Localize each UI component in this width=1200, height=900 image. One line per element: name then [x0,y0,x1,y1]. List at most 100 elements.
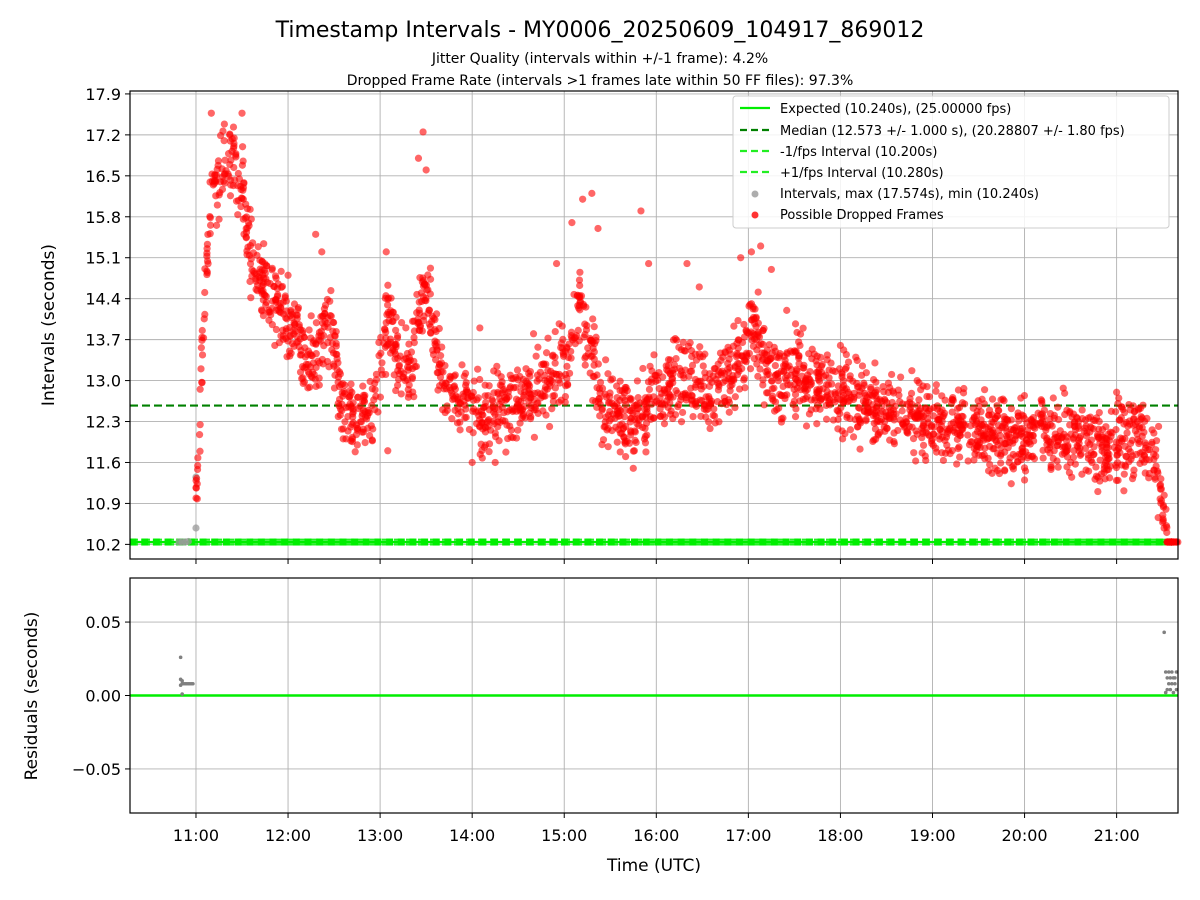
dropped-frame-point [917,386,925,394]
x-tick-label: 19:00 [909,826,955,845]
dropped-frame-point [476,423,484,431]
dropped-frame-point [759,340,767,348]
dropped-frame-point [629,464,637,472]
dropped-frame-point [933,402,942,410]
dropped-frame-point [717,371,726,379]
top-y-ticks: 10.2 10.9 11.6 12.3 13.0 13.7 14.4 15.1 15.8 16.5… [85,85,130,554]
dropped-frame-point [283,307,291,315]
dropped-frame-point [380,325,389,333]
expected-marker [374,538,382,546]
dropped-frame-point [738,352,746,360]
dropped-frame-point [877,397,886,405]
dropped-frame-point [986,423,994,431]
dropped-frame-point [666,410,675,418]
dropped-frame-point [754,372,762,380]
x-tick-label: 18:00 [817,826,863,845]
dropped-frame-point [1082,432,1091,440]
dropped-frame-point [740,320,748,329]
legend-dropped-swatch [751,211,759,219]
dropped-frame-point [563,374,571,382]
expected-marker [327,538,335,546]
dropped-frame-point [530,433,539,441]
expected-marker [1027,538,1035,546]
legend-box [732,95,1170,229]
dropped-frame-point [1019,412,1028,420]
dropped-frame-point [372,370,381,378]
dropped-frame-point [334,378,342,386]
expected-marker [1132,538,1140,546]
dropped-frame-point [928,435,937,443]
dropped-frame-point [1095,425,1103,433]
dropped-frame-point [849,395,858,404]
dropped-frame-point [908,367,916,375]
dropped-frame-point [795,360,803,368]
expected-marker [969,538,977,546]
dropped-frame-point [823,393,831,402]
dropped-frame-point [1003,416,1012,424]
expected-marker [351,538,359,546]
dropped-frame-point [961,400,969,408]
dropped-frame-point [476,375,484,384]
dropped-frame-point [771,361,779,370]
x-tick-label: 14:00 [449,826,495,845]
expected-marker [829,538,837,546]
dropped-frame-point [856,445,864,453]
dropped-frame-point [1006,433,1014,441]
dropped-frame-point [290,300,299,308]
dropped-frame-point [919,428,927,436]
dropped-frame-point [542,360,550,368]
dropped-frame-point [575,276,584,284]
bottom-y-axis-label: Residuals (seconds) [22,612,42,781]
dropped-frame-point [730,322,738,330]
dropped-frame-point [526,415,535,423]
dropped-frame-point [239,184,248,192]
expected-marker [502,538,510,546]
dropped-frame-point [869,401,877,409]
dropped-frame-point [544,334,552,342]
expected-marker [596,538,604,546]
dropped-frame-point [1103,449,1112,457]
dropped-frame-point [1095,408,1103,417]
dropped-frame-point [954,445,962,453]
residual-point [1173,681,1177,686]
dropped-frame-point [865,391,874,399]
dropped-frame-point [389,308,397,316]
dropped-frame-point [787,371,795,379]
dropped-frame-point [583,322,591,330]
dropped-frame-point [339,425,347,433]
dropped-frame-point [645,259,653,268]
dropped-frame-point [923,383,931,391]
dropped-frame-point [768,377,776,385]
dropped-frame-point [1126,406,1134,414]
dropped-frame-point [1074,443,1082,451]
dropped-frame-point [408,365,417,373]
dropped-frame-point [602,356,610,364]
dropped-frame-point [253,251,261,259]
dropped-frame-point [534,343,542,351]
residual-point [1174,670,1179,674]
dropped-frame-point [431,316,439,324]
dropped-frame-point [919,441,928,449]
dropped-frame-point [460,372,468,380]
dropped-frame-point [382,370,390,379]
dropped-frame-point [382,292,390,300]
expected-marker [910,538,918,546]
dropped-frame-point [886,436,894,444]
dropped-frame-point [203,245,211,253]
dropped-frame-point [239,157,247,165]
dropped-frame-point [291,321,299,329]
dropped-frame-point [213,165,221,173]
dropped-frame-point [1112,438,1120,446]
dropped-frame-point [196,385,204,393]
dropped-frame-point [641,413,650,421]
dropped-frame-point [645,385,654,393]
dropped-frame-point [212,221,221,229]
dropped-frame-point [1028,453,1036,461]
x-tick-label: 13:00 [357,826,403,845]
dropped-frame-point [734,316,742,325]
dropped-frame-point [228,147,236,155]
dropped-frame-point [1051,433,1060,442]
expected-marker [1155,538,1163,546]
dropped-frame-point [649,414,658,422]
x-tick-label: 12:00 [265,826,311,845]
